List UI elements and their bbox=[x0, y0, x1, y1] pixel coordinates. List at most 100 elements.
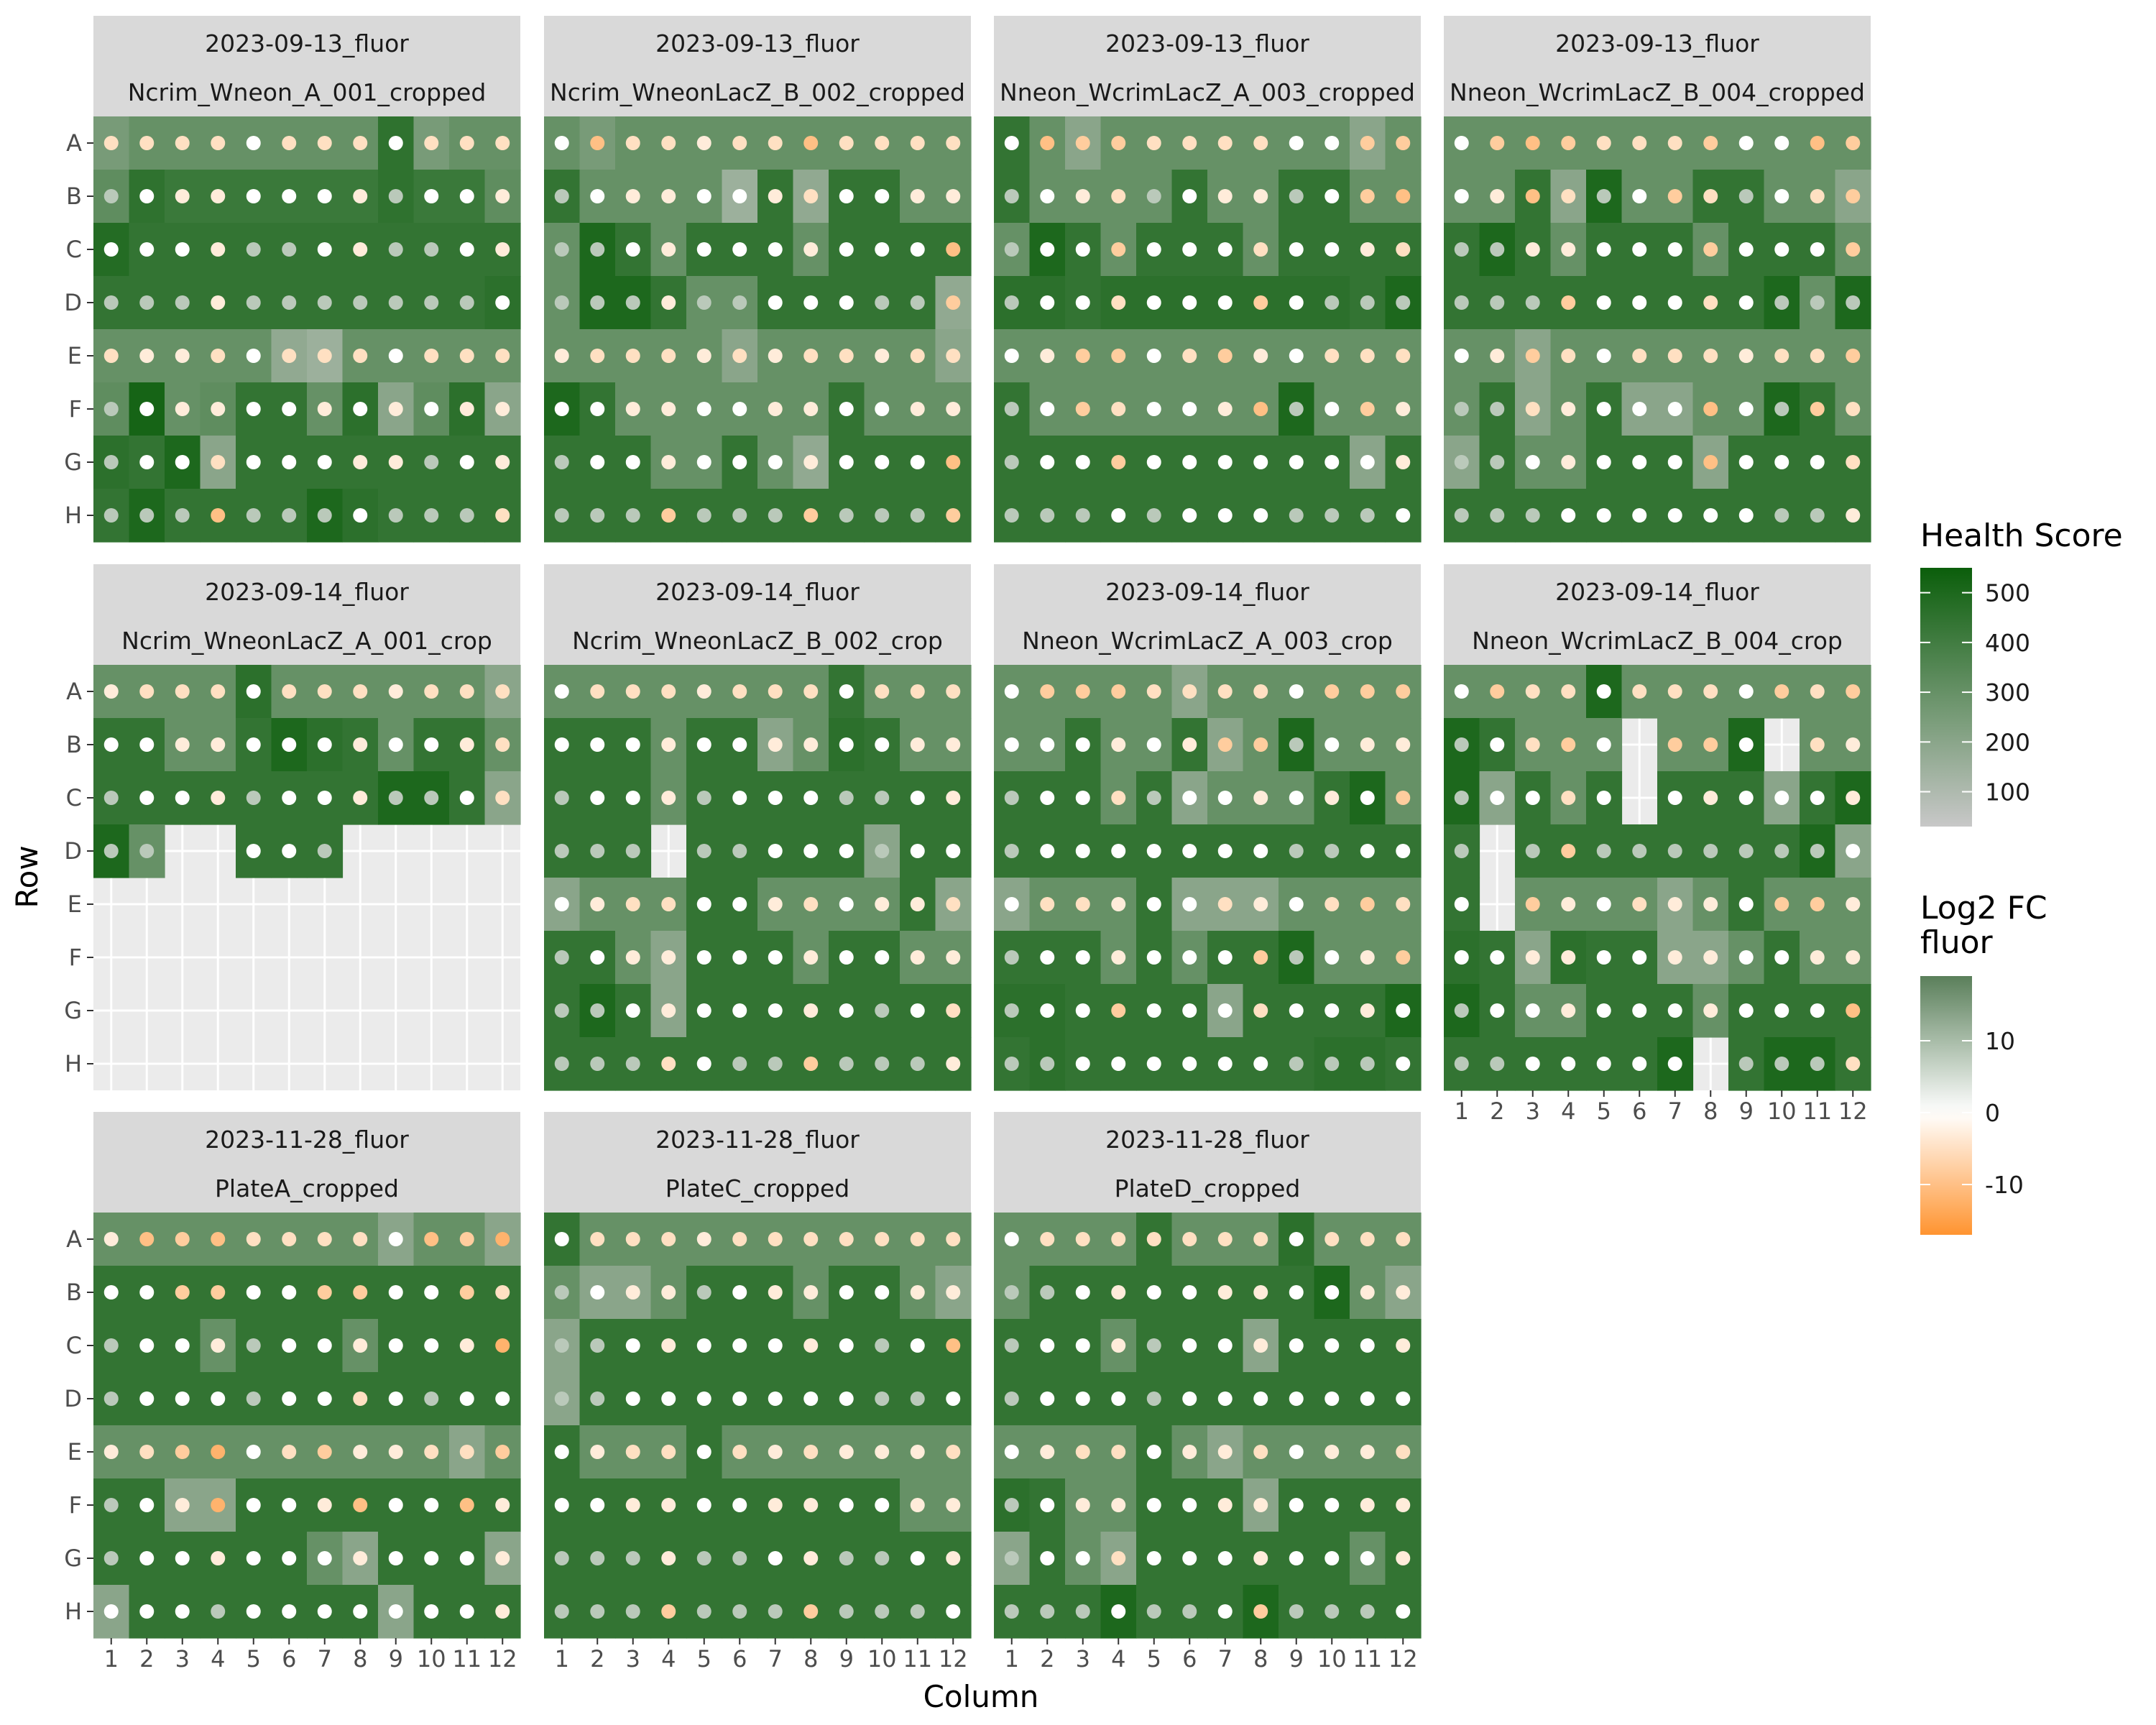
log2fc-point bbox=[1360, 684, 1375, 699]
log2fc-point bbox=[1075, 1003, 1090, 1018]
log2fc-point bbox=[103, 508, 119, 523]
log2fc-point bbox=[211, 1498, 226, 1512]
log2fc-point bbox=[282, 295, 297, 310]
log2fc-point bbox=[803, 349, 819, 363]
log2fc-point bbox=[803, 1232, 819, 1246]
log2fc-point bbox=[1004, 1392, 1019, 1406]
log2fc-point bbox=[554, 791, 569, 805]
log2fc-point bbox=[353, 1392, 368, 1406]
log2fc-point bbox=[803, 1003, 819, 1018]
log2fc-point bbox=[1703, 791, 1718, 805]
log2fc-point bbox=[590, 737, 605, 752]
x-tick-label: 5 bbox=[247, 1645, 261, 1673]
log2fc-point bbox=[317, 737, 332, 752]
log2fc-point bbox=[246, 402, 261, 416]
log2fc-point bbox=[246, 737, 261, 752]
log2fc-point bbox=[554, 950, 569, 965]
log2fc-point bbox=[1667, 737, 1682, 752]
log2fc-point bbox=[1146, 349, 1161, 363]
x-tick-label: 12 bbox=[488, 1645, 517, 1673]
log2fc-point bbox=[696, 508, 711, 523]
facet-date-label: 2023-11-28_fluor bbox=[655, 1126, 860, 1154]
log2fc-point bbox=[353, 402, 368, 416]
log2fc-point bbox=[1111, 1498, 1126, 1512]
log2fc-point bbox=[1253, 1445, 1268, 1459]
x-tick-label: 9 bbox=[1739, 1098, 1754, 1125]
log2fc-point bbox=[839, 402, 854, 416]
log2fc-point bbox=[353, 737, 368, 752]
log2fc-point bbox=[732, 1604, 747, 1619]
log2fc-point bbox=[175, 189, 190, 203]
log2fc-point bbox=[1217, 844, 1233, 858]
log2fc-point bbox=[1774, 295, 1789, 310]
log2fc-point bbox=[1360, 1003, 1375, 1018]
log2fc-point bbox=[946, 242, 961, 257]
log2fc-point bbox=[388, 349, 403, 363]
log2fc-point bbox=[768, 295, 783, 310]
log2fc-point bbox=[1253, 1285, 1268, 1300]
log2fc-point bbox=[139, 242, 155, 257]
log2fc-point bbox=[1253, 1392, 1268, 1406]
log2fc-point bbox=[590, 1392, 605, 1406]
log2fc-point bbox=[1703, 508, 1718, 523]
log2fc-point bbox=[768, 1003, 783, 1018]
x-tick-label: 4 bbox=[211, 1645, 225, 1673]
log2fc-point bbox=[946, 136, 961, 150]
health-score-legend: Health Score 100 200 300 400 500 bbox=[1920, 518, 2123, 827]
log2fc-point bbox=[1596, 1003, 1611, 1018]
log2fc-point bbox=[317, 349, 332, 363]
log2fc-point bbox=[1146, 295, 1161, 310]
log2fc-point bbox=[1253, 950, 1268, 965]
log2fc-point bbox=[732, 897, 747, 911]
log2fc-point bbox=[1360, 242, 1375, 257]
log2fc-point bbox=[1774, 455, 1789, 469]
log2fc-point bbox=[1632, 402, 1647, 416]
log2fc-point bbox=[554, 508, 569, 523]
log2fc-point bbox=[1810, 1057, 1825, 1071]
log2fc-point bbox=[910, 1232, 925, 1246]
log2fc-point bbox=[1289, 1338, 1304, 1353]
log2fc-point bbox=[1454, 295, 1469, 310]
log2fc-point bbox=[211, 1604, 226, 1619]
log2fc-point bbox=[1525, 791, 1540, 805]
log2fc-point bbox=[388, 1392, 403, 1406]
log2fc-point bbox=[875, 136, 890, 150]
log2fc-point bbox=[1596, 508, 1611, 523]
log2fc-point bbox=[768, 737, 783, 752]
log2fc-point bbox=[590, 684, 605, 699]
log2fc-point bbox=[839, 1285, 854, 1300]
log2fc-point bbox=[1253, 1551, 1268, 1565]
log2fc-point bbox=[554, 242, 569, 257]
log2fc-point bbox=[910, 242, 925, 257]
log2fc-point bbox=[875, 1551, 890, 1565]
x-tick-label: 12 bbox=[1838, 1098, 1868, 1125]
log2fc-point bbox=[1146, 844, 1161, 858]
log2fc-point bbox=[282, 1338, 297, 1353]
log2fc-point bbox=[768, 508, 783, 523]
log2fc-point bbox=[625, 897, 640, 911]
log2fc-point bbox=[839, 897, 854, 911]
log2fc-point bbox=[1217, 349, 1233, 363]
log2fc-point bbox=[1111, 1232, 1126, 1246]
log2fc-point bbox=[803, 455, 819, 469]
log2fc-point bbox=[875, 737, 890, 752]
log2fc-point bbox=[424, 1604, 439, 1619]
log2fc-point bbox=[1596, 844, 1611, 858]
log2fc-point bbox=[1253, 455, 1268, 469]
log2fc-point bbox=[1325, 455, 1340, 469]
facet-date-label: 2023-09-13_fluor bbox=[1555, 29, 1759, 58]
log2fc-point bbox=[282, 1445, 297, 1459]
log2fc-point bbox=[1111, 684, 1126, 699]
log2fc-point bbox=[1182, 402, 1197, 416]
log2fc-point bbox=[388, 1604, 403, 1619]
log2fc-point bbox=[946, 1057, 961, 1071]
log2fc-point bbox=[1596, 684, 1611, 699]
health-score-tick-label: 400 bbox=[1985, 629, 2030, 657]
log2fc-point bbox=[1004, 1003, 1019, 1018]
log2fc-point bbox=[590, 1003, 605, 1018]
log2fc-point bbox=[732, 1285, 747, 1300]
log2fc-point bbox=[353, 455, 368, 469]
log2fc-point bbox=[1253, 1604, 1268, 1619]
log2fc-point bbox=[424, 189, 439, 203]
log2fc-point bbox=[1111, 1285, 1126, 1300]
